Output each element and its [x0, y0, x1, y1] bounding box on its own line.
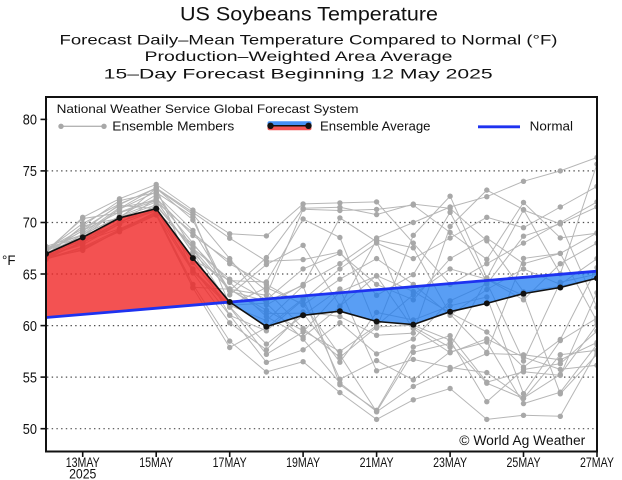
- svg-text:°F: °F: [2, 252, 16, 268]
- svg-text:17MAY: 17MAY: [213, 455, 247, 470]
- svg-text:2025: 2025: [69, 467, 96, 480]
- svg-text:80: 80: [23, 113, 37, 129]
- svg-text:Normal: Normal: [530, 120, 573, 134]
- svg-text:25MAY: 25MAY: [507, 455, 541, 470]
- svg-text:15–Day Forecast Beginning 12 M: 15–Day Forecast Beginning 12 May 2025: [104, 65, 493, 81]
- svg-text:19MAY: 19MAY: [286, 455, 320, 470]
- svg-text:55: 55: [23, 370, 37, 386]
- svg-text:70: 70: [23, 216, 37, 232]
- svg-text:Ensemble Average: Ensemble Average: [320, 120, 431, 134]
- svg-text:50: 50: [23, 422, 37, 438]
- svg-text:© World Ag Weather: © World Ag Weather: [459, 433, 586, 448]
- svg-text:65: 65: [23, 267, 37, 283]
- svg-text:27MAY: 27MAY: [580, 455, 614, 470]
- svg-text:21MAY: 21MAY: [360, 455, 394, 470]
- svg-text:Forecast Daily–Mean Temperatur: Forecast Daily–Mean Temperature Compared…: [60, 32, 558, 48]
- svg-text:13MAY: 13MAY: [66, 455, 100, 470]
- svg-text:Production–Weighted Area Avera: Production–Weighted Area Average: [145, 48, 453, 64]
- svg-text:Ensemble Members: Ensemble Members: [112, 120, 234, 134]
- svg-text:75: 75: [23, 164, 37, 180]
- svg-text:60: 60: [23, 319, 37, 335]
- svg-text:23MAY: 23MAY: [433, 455, 467, 470]
- svg-text:US Soybeans Temperature: US Soybeans Temperature: [180, 5, 438, 26]
- svg-text:15MAY: 15MAY: [139, 455, 173, 470]
- svg-text:National Weather Service Globa: National Weather Service Global Forecast…: [57, 102, 359, 116]
